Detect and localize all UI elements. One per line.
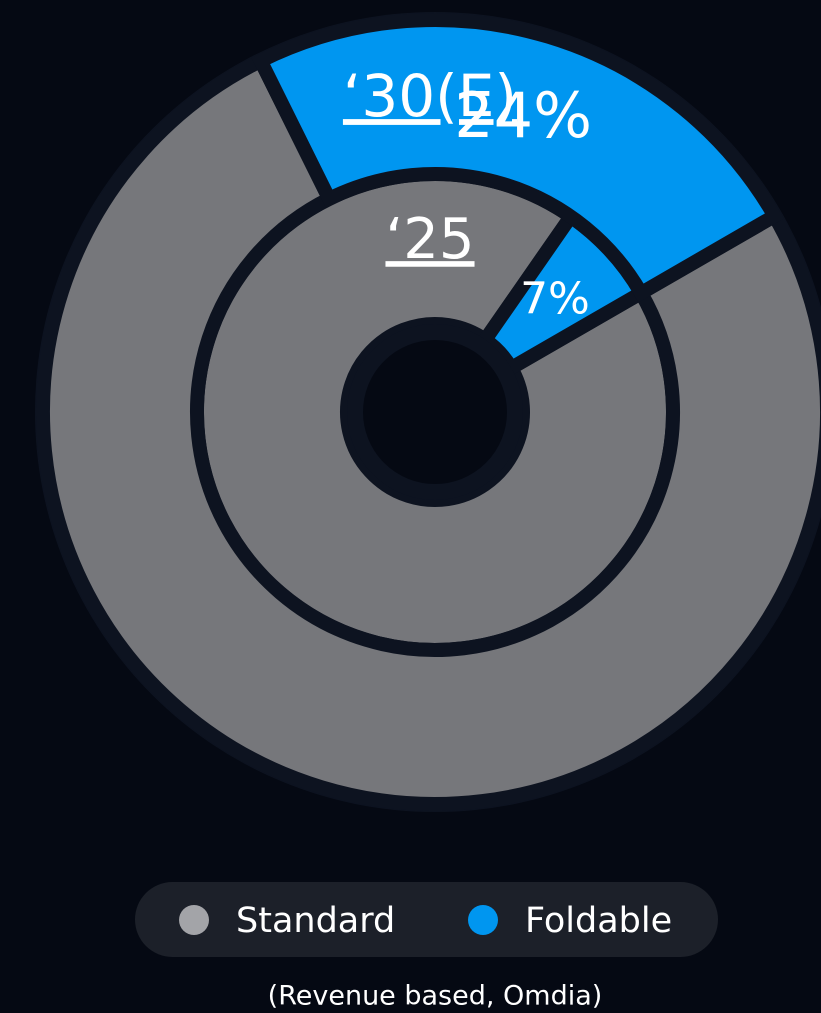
data-label: 7% — [520, 274, 590, 325]
ring-label: ‘30(E) — [343, 62, 517, 130]
legend-label: Standard — [236, 901, 395, 941]
rings: 7% 24% ‘25 ‘30(E) — [35, 12, 821, 812]
legend-label: Foldable — [525, 901, 672, 941]
ring-label: ‘25 — [385, 207, 474, 272]
ring-segment — [36, 51, 821, 811]
legend: Standard Foldable — [179, 901, 672, 941]
source-note: (Revenue based, Omdia) — [268, 981, 603, 1012]
data-label: 24% — [454, 79, 592, 152]
legend-swatch — [468, 905, 498, 935]
legend-box — [135, 882, 718, 957]
center-hole — [347, 324, 523, 500]
legend-swatch — [179, 905, 209, 935]
ring-segment — [251, 13, 785, 303]
